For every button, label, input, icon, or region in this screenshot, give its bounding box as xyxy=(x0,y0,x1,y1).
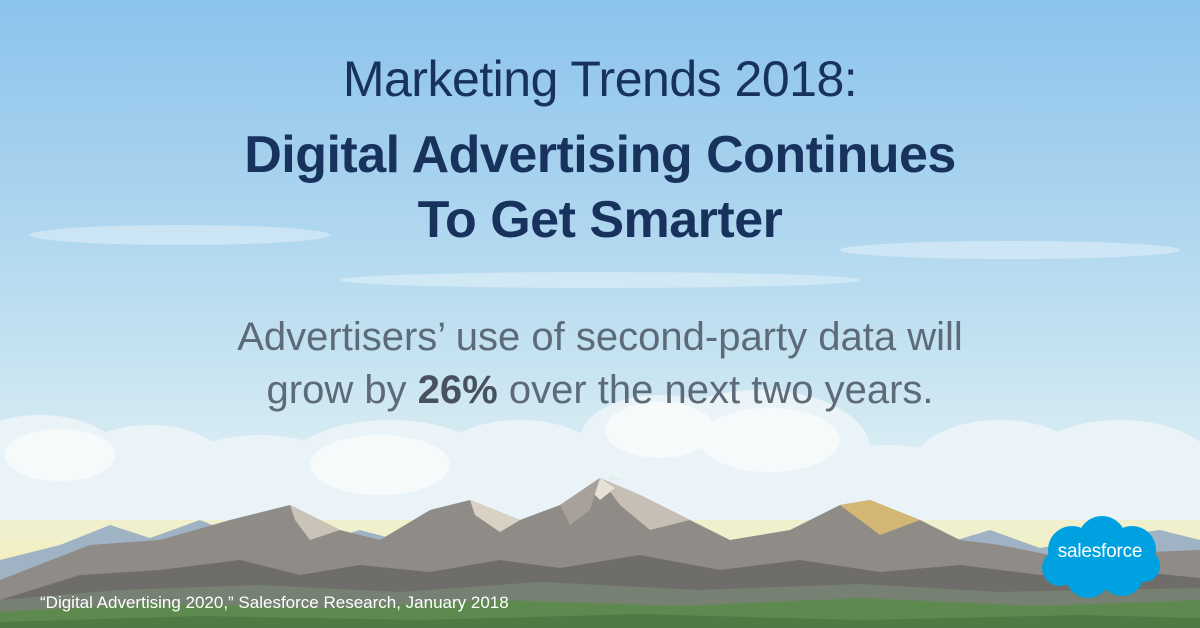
stat-highlight-percent: 26% xyxy=(417,368,498,412)
headline-line-3: To Get Smarter xyxy=(417,191,783,249)
stat-text-after: over the next two years. xyxy=(497,368,934,412)
stat-line-2: grow by 26% over the next two years. xyxy=(0,368,1200,413)
cloud-highlights xyxy=(5,402,840,495)
source-citation: “Digital Advertising 2020,” Salesforce R… xyxy=(40,593,509,612)
stat-text-before: grow by xyxy=(266,368,418,412)
stat-line-1: Advertisers’ use of second-party data wi… xyxy=(237,315,963,359)
headline-line-2: Digital Advertising Continues xyxy=(244,126,956,184)
salesforce-logo-text: salesforce xyxy=(1057,541,1143,562)
cirrus-clouds xyxy=(30,225,1180,288)
salesforce-cloud-icon xyxy=(1042,516,1160,598)
headline-line-1: Marketing Trends 2018: xyxy=(342,51,858,107)
